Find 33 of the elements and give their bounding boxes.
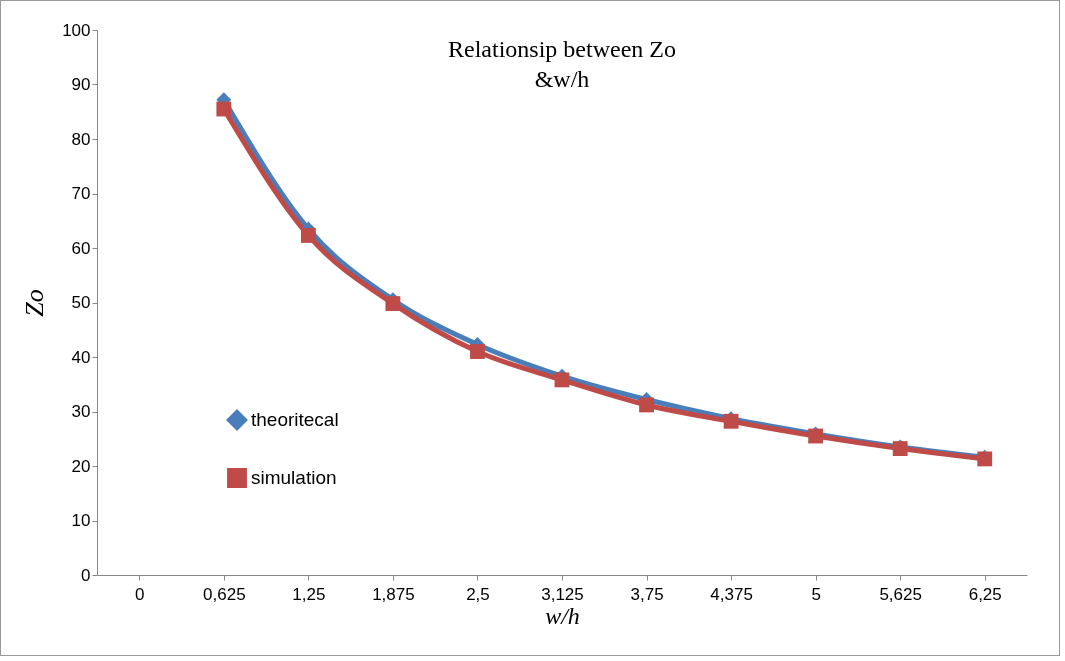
point	[554, 372, 570, 388]
legend-label: simulation	[251, 467, 337, 488]
x-tick-label: 5,625	[879, 584, 922, 604]
x-tick-label: 2,5	[466, 584, 490, 604]
y-tick-label: 70	[71, 184, 91, 203]
x-tick-label: 1,25	[292, 584, 326, 604]
y-tick-label: 50	[71, 293, 91, 312]
y-tick-label: 80	[71, 129, 91, 149]
x-tick-label: 4,375	[710, 584, 753, 604]
y-tick-label: 10	[71, 511, 91, 530]
point	[300, 228, 316, 243]
y-tick-label: 60	[71, 238, 91, 258]
x-tick-label: 1,875	[372, 584, 415, 604]
y-tick-label: 40	[71, 347, 91, 367]
x-tick-label: 0	[135, 584, 145, 604]
y-tick-label: 30	[71, 402, 91, 421]
x-tick-label: 3,125	[541, 584, 584, 604]
y-tick-label: 0	[81, 565, 91, 585]
point	[470, 344, 485, 359]
y-tick-label: 100	[62, 20, 91, 40]
legend-label: theoritecal	[251, 409, 339, 430]
y-tick-label: 20	[71, 456, 91, 476]
x-axis-title: w/h	[545, 602, 580, 629]
x-tick-label: 3,75	[630, 584, 664, 604]
x-tick-label: 5	[811, 584, 821, 604]
x-tick-label: 0,625	[203, 584, 246, 604]
text: Relationsip between Zo &w/h	[448, 36, 676, 92]
y-tick-label: 90	[71, 75, 91, 94]
y-axis-title: Zo	[20, 289, 50, 317]
point	[639, 397, 654, 413]
point	[216, 101, 232, 117]
point	[385, 296, 401, 312]
x-tick-label: 6,25	[968, 584, 1002, 604]
